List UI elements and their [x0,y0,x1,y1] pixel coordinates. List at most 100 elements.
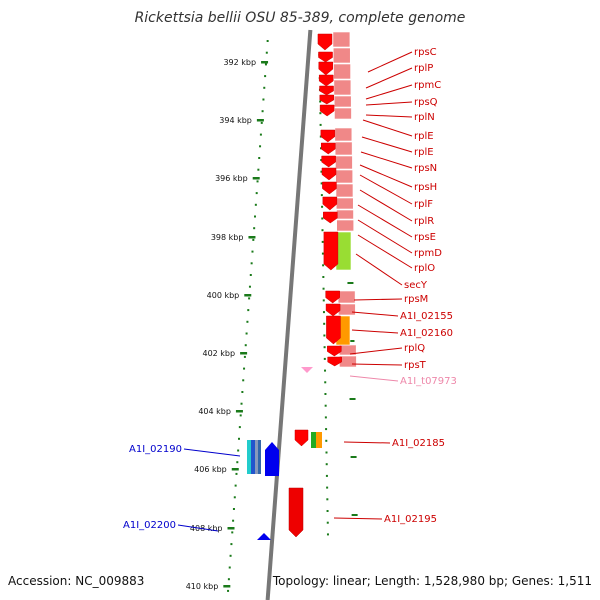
ruler-dot [230,543,233,546]
gene-label: A1I_02185 [392,438,445,449]
gene-arrow [327,345,342,357]
leader-line [362,119,413,137]
ruler-dot [325,463,328,466]
gene-label-left: A1I_02190 [129,444,182,455]
genome-backbone [265,29,313,600]
minor-tick [348,340,355,342]
ruler-dot [321,205,324,208]
ruler-dot [244,344,247,347]
ruler-dot [322,264,325,267]
ruler-dot [260,121,263,124]
cds-feature [338,303,356,316]
ruler-dot [227,578,230,581]
gene-label: rpmC [414,80,441,91]
ruler-dot [264,75,267,78]
gene-arrow [319,104,335,117]
leader-line [357,219,413,254]
leader-line-left [183,448,241,457]
feature-grey [255,440,258,474]
leader-line [360,151,413,169]
ruler-dot [324,369,327,372]
cds-feature [333,95,352,108]
ruler-dot [256,180,259,183]
gene-arrow [321,167,337,181]
ruler-dot [320,194,323,197]
cds-feature [335,169,354,184]
leader-line [365,67,413,89]
major-tick [248,236,256,239]
gene-arrow [325,303,341,317]
gene-arrow [318,51,333,63]
leader-line [365,114,413,118]
kbp-label: 406 kbp [194,465,227,474]
kbp-label: 410 kbp [186,582,219,591]
gene-label: rpsC [414,47,437,58]
major-tick [223,585,231,588]
major-tick [244,294,252,297]
minor-tick [347,282,354,284]
ruler-dot [325,428,328,431]
ruler-dot [326,521,329,524]
ruler-dot [322,276,325,278]
gene-arrow [318,74,334,87]
ruler-dot [237,437,240,440]
gene-arrow [327,356,342,367]
gene-label: A1I_02160 [400,328,453,339]
major-tick [256,119,264,122]
kbp-label: 394 kbp [219,116,252,125]
gene-label: rplE [414,147,434,158]
ruler-dot [253,227,256,230]
ruler-dot [265,51,268,54]
ruler-dot [326,498,329,501]
ruler-dot [321,229,324,232]
cds-feature [336,219,355,232]
ruler-dot [319,112,322,115]
ruler-dot [237,449,240,452]
leader-line [351,329,399,334]
gene-label: rplO [414,263,435,274]
ruler-dot [326,533,329,536]
ruler-dot [262,98,265,101]
gene-label-left: A1I_02200 [123,520,176,531]
ruler-dot [322,287,325,290]
gene-arrow [317,33,333,51]
gene-label: rpsQ [414,97,438,108]
gene-label: rpsT [404,360,427,371]
ruler-dot [321,252,324,255]
leader-line [353,298,403,301]
trna-arrow [301,367,313,373]
cds-feature [336,209,354,220]
gene-arrow [320,129,336,143]
ruler-dot [241,391,244,393]
cds-feature [333,79,352,96]
feature-blue-b [258,440,261,474]
kbp-label: 392 kbp [223,58,256,67]
minor-tick [350,456,357,458]
ruler-dot [248,297,251,300]
ruler-dot [326,510,329,512]
kbp-label: 402 kbp [202,349,235,358]
leader-line [359,189,413,222]
gene-arrow [323,211,338,224]
ruler-dot [236,461,239,464]
gene-label: rpsH [414,182,437,193]
feature-cyan [247,440,251,474]
ruler-dot [246,320,249,323]
gene-arrow [320,142,336,155]
ruler-dot [324,416,327,419]
gene-arrow [325,290,340,304]
gene-label: rplF [414,199,433,210]
genome-summary-text: Topology: linear; Length: 1,528,980 bp; … [272,574,592,588]
ruler-dot [254,203,257,206]
cds-feature [332,31,351,48]
leader-line [357,234,413,269]
leader-line [359,164,413,188]
gene-arrow-02190 [265,442,279,476]
ruler-dot [250,262,253,265]
ruler-dot [254,215,257,218]
ruler-dot [234,484,237,487]
leader-line [361,136,413,153]
ruler-dot [320,159,323,161]
ruler-dot [321,240,324,243]
